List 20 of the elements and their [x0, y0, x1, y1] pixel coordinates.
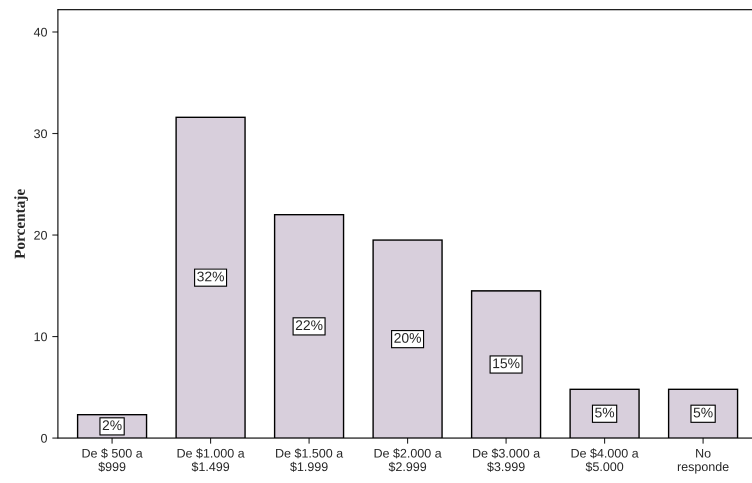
x-tick-label: De $ 500 a $999 [82, 448, 143, 472]
x-tick-label: De $2.000 a $2.999 [374, 448, 442, 472]
x-tick-label: De $1.000 a $1.499 [178, 448, 245, 472]
x-tick-label: De $3.000 a $3.999 [473, 448, 540, 472]
data-label: 5% [694, 408, 713, 418]
y-tick-label: 10 [34, 332, 47, 342]
data-label: 5% [595, 408, 614, 418]
x-tick-label: De $4.000 a $5.000 [572, 448, 639, 472]
y-tick-label: 40 [34, 28, 47, 37]
data-label: 2% [102, 420, 122, 430]
x-tick-label: De $1.500 a $1.999 [276, 448, 344, 472]
data-label: 15% [493, 358, 520, 368]
data-label: 32% [197, 272, 224, 282]
x-tick-label: No responde [678, 448, 729, 474]
y-tick-label: 30 [34, 129, 47, 138]
data-label: 22% [296, 320, 322, 330]
y-tick-label: 0 [41, 434, 47, 443]
y-tick-label: 20 [34, 230, 47, 240]
y-axis-title: Porcentaje [14, 189, 28, 259]
data-label: 20% [394, 332, 421, 343]
